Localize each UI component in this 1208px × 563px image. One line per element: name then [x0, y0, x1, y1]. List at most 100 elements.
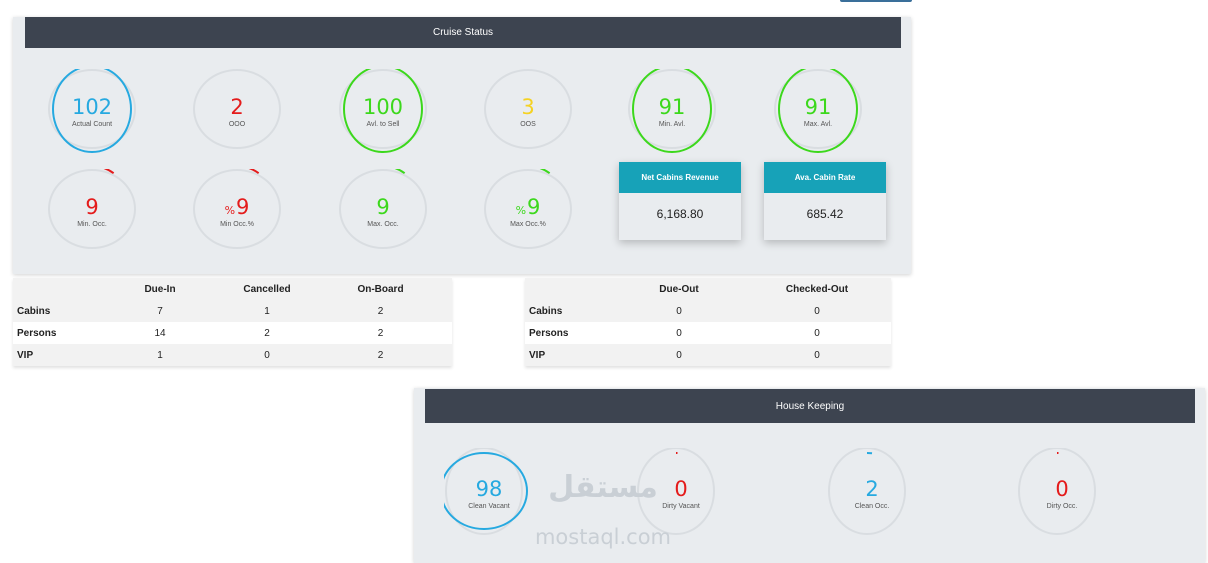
gauge-ring — [48, 69, 136, 153]
gauge-min-occ: 9 Min. Occ. — [47, 169, 137, 253]
table-cell: 2 — [309, 344, 452, 366]
gauge-number: 9 — [527, 195, 541, 219]
gauge-number: 102 — [71, 95, 113, 119]
column-header: On-Board — [309, 278, 452, 300]
gauge-track — [637, 448, 715, 535]
cruise-status-panel: Cruise Status 102 Actual Count 2 OOO 100 Avl.… — [13, 17, 911, 274]
top-action-button[interactable] — [840, 0, 912, 2]
gauge-progress-arc — [1017, 452, 1101, 530]
gauge-track — [828, 448, 906, 535]
row-label: Cabins — [525, 300, 615, 322]
gauge-ring — [1017, 448, 1101, 535]
gauge-label: Min. Occ. — [77, 221, 107, 228]
gauge-value: 100 — [338, 95, 428, 119]
gauge-ring — [444, 448, 528, 535]
gauge-label: Dirty Vacant — [662, 503, 700, 510]
gauge-number: 0 — [1055, 477, 1069, 501]
gauge-min-occ: %9 Min Occ.% — [192, 169, 282, 253]
table-cell: 0 — [743, 322, 891, 344]
gauge-label: Clean Occ. — [854, 503, 890, 510]
house-keeping-title: House Keeping — [775, 400, 845, 412]
table-header-row: Due-Out Checked-Out — [525, 278, 891, 300]
gauge-value: 2 — [192, 95, 282, 119]
gauge-track — [193, 169, 281, 249]
gauge-ring — [339, 69, 427, 153]
table-cell: 2 — [309, 322, 452, 344]
percent-symbol: % — [515, 204, 527, 217]
table-cell: 1 — [225, 300, 309, 322]
gauge-ring — [827, 448, 911, 535]
watermark: مستقل mostaql.com — [528, 470, 688, 550]
column-header: Checked-Out — [743, 278, 891, 300]
gauge-track — [339, 169, 427, 249]
cruise-status-header: Cruise Status — [25, 17, 901, 48]
gauge-track — [339, 69, 427, 149]
table-row: Cabins 7 1 2 — [13, 300, 452, 322]
gauge-label: Max. Occ. — [367, 221, 399, 228]
percent-symbol: % — [224, 204, 236, 217]
avg-cabin-rate-card: Ava. Cabin Rate 685.42 — [764, 162, 886, 240]
gauge-value: %9 — [483, 195, 573, 223]
table-cell: 7 — [95, 300, 225, 322]
column-header: Due-Out — [615, 278, 743, 300]
gauge-label: Min Occ.% — [220, 221, 254, 228]
gauge-number: 9 — [236, 195, 250, 219]
table-cell: 0 — [615, 344, 743, 366]
gauge-value: %9 — [192, 195, 282, 223]
row-label: Persons — [13, 322, 95, 344]
gauge-max-occ: 9 Max. Occ. — [338, 169, 428, 253]
gauge-oos: 3 OOS — [483, 69, 573, 153]
gauge-track — [193, 69, 281, 149]
table-row: Cabins 0 0 — [525, 300, 891, 322]
house-keeping-header: House Keeping — [425, 389, 1195, 423]
gauge-progress-arc — [827, 452, 911, 530]
table-cell: 0 — [615, 300, 743, 322]
gauge-value: 91 — [627, 95, 717, 119]
gauge-value: 91 — [773, 95, 863, 119]
gauge-value: 102 — [47, 95, 137, 119]
column-header: Cancelled — [225, 278, 309, 300]
gauge-progress-arc — [343, 69, 423, 153]
net-cabins-revenue-card: Net Cabins Revenue 6,168.80 — [619, 162, 741, 240]
row-label: VIP — [13, 344, 95, 366]
table-cell: 2 — [225, 322, 309, 344]
gauge-number: 0 — [674, 477, 688, 501]
gauge-clean-occ: 2 Clean Occ. — [827, 448, 917, 535]
table-header-row: Due-In Cancelled On-Board — [13, 278, 452, 300]
gauge-track — [48, 69, 136, 149]
gauge-max-avl: 91 Max. Avl. — [773, 69, 863, 153]
gauge-ring — [636, 448, 720, 535]
gauge-label: OOS — [520, 121, 536, 128]
row-label: Cabins — [13, 300, 95, 322]
gauge-value: 2 — [827, 477, 917, 501]
watermark-logo: مستقل — [548, 470, 658, 505]
card-value: 685.42 — [806, 207, 844, 221]
gauge-value: 0 — [636, 477, 726, 501]
table-cell: 1 — [95, 344, 225, 366]
gauge-ring — [48, 169, 136, 253]
gauge-number: 98 — [475, 477, 503, 501]
gauge-value: 9 — [47, 195, 137, 219]
gauge-track — [484, 69, 572, 149]
house-keeping-panel: House Keeping 98 Clean Vacant 0 Dirty Vacan… — [414, 388, 1205, 563]
gauge-value: 3 — [483, 95, 573, 119]
table-row: VIP 1 0 2 — [13, 344, 452, 366]
gauge-track — [1018, 448, 1096, 535]
gauge-ring — [628, 69, 716, 153]
gauge-ring — [339, 169, 427, 253]
gauge-track — [445, 448, 523, 535]
gauge-ring — [193, 169, 281, 253]
row-label: VIP — [525, 344, 615, 366]
gauge-label: Clean Vacant — [468, 503, 510, 510]
table-cell: 0 — [743, 344, 891, 366]
table-row: VIP 0 0 — [525, 344, 891, 366]
gauge-progress-arc — [444, 452, 528, 530]
column-header: Due-In — [95, 278, 225, 300]
gauge-track — [484, 169, 572, 249]
gauge-number: 91 — [658, 95, 686, 119]
cruise-status-title: Cruise Status — [432, 27, 494, 38]
gauge-label: OOO — [228, 121, 246, 128]
gauge-label: Actual Count — [71, 121, 113, 128]
gauge-value: 0 — [1017, 477, 1107, 501]
table-row: Persons 14 2 2 — [13, 322, 452, 344]
